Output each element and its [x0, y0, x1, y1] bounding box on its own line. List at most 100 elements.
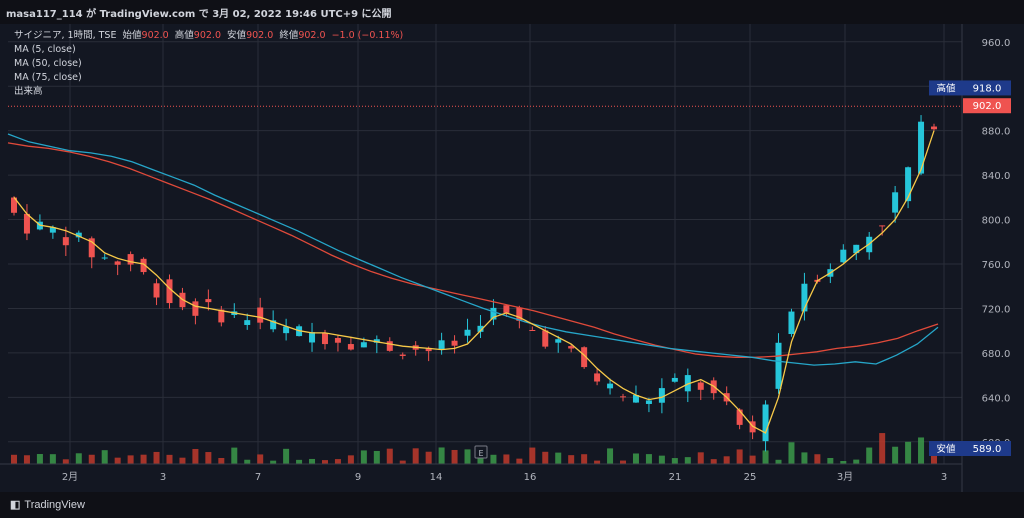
footer-bar: ◧ TradingView: [0, 492, 1024, 518]
candle-body: [88, 238, 95, 258]
ma5-legend[interactable]: MA (5, close): [14, 44, 76, 55]
y-tick-label: 720.0: [982, 304, 1011, 315]
volume-bar: [296, 459, 303, 464]
earnings-event-icon[interactable]: E: [474, 445, 488, 459]
volume-bar: [827, 457, 834, 464]
candle-body: [775, 342, 782, 389]
y-tick-label: 640.0: [982, 393, 1011, 404]
volume-legend[interactable]: 出来高: [14, 86, 43, 97]
ma50-legend[interactable]: MA (50, close): [14, 58, 82, 69]
candle-body: [632, 394, 639, 403]
low-label: 安値: [936, 443, 956, 455]
y-tick-label: 680.0: [982, 349, 1011, 360]
volume-bar: [710, 459, 717, 464]
volume-bar: [762, 450, 769, 464]
candle-body: [425, 347, 432, 352]
low-value: 589.0: [973, 444, 1002, 455]
candle-body: [918, 121, 925, 174]
candle-body: [257, 307, 264, 323]
volume-bar: [438, 447, 445, 464]
tradingview-logo-icon: ◧: [10, 499, 21, 511]
volume-bar: [399, 460, 406, 464]
volume-bar: [607, 448, 614, 464]
volume-bar: [866, 447, 873, 464]
volume-bar: [723, 456, 730, 464]
x-tick-label: 25: [744, 472, 757, 483]
candle-body: [283, 326, 290, 334]
volume-bar: [62, 459, 69, 464]
volume-bar: [309, 458, 316, 464]
volume-bar: [671, 458, 678, 464]
y-tick-label: 800.0: [982, 216, 1011, 227]
candle-body: [464, 329, 471, 336]
volume-bar: [451, 449, 458, 464]
candle-body: [684, 375, 691, 392]
candle-body: [671, 377, 678, 382]
volume-bar: [386, 448, 393, 464]
candle-body: [788, 311, 795, 335]
candle-body: [360, 342, 367, 348]
volume-bar: [244, 459, 251, 464]
ohlc-line: サイジニア, 1時間, TSE 始値902.0 高値902.0 安値902.0 …: [14, 29, 403, 43]
x-tick-label: 21: [669, 472, 682, 483]
candle-body: [386, 341, 393, 351]
volume-bar: [334, 459, 341, 464]
candle-body: [166, 279, 173, 304]
candle-body: [905, 167, 912, 202]
low-value: 902.0: [246, 30, 274, 41]
volume-bar: [114, 457, 121, 464]
candle-body: [516, 307, 523, 321]
volume-bar: [632, 453, 639, 464]
tradingview-brand[interactable]: ◧ TradingView: [10, 498, 85, 511]
candle-body: [62, 237, 69, 246]
candle-body: [555, 339, 562, 343]
volume-bar: [503, 454, 510, 464]
volume-bar: [283, 448, 290, 464]
x-tick-label: 7: [255, 472, 261, 483]
open-label: 始値: [122, 30, 142, 41]
volume-bar: [645, 454, 652, 464]
volume-bar: [231, 447, 238, 464]
close-value: 902.0: [298, 30, 326, 41]
volume-bar: [620, 460, 627, 464]
volume-bar: [801, 452, 808, 464]
brand-label: TradingView: [24, 499, 85, 511]
volume-bar: [11, 454, 17, 464]
ma75-legend[interactable]: MA (75, close): [14, 72, 82, 83]
volume-bar: [166, 454, 173, 464]
candle-body: [607, 383, 614, 389]
high-label-box: [929, 80, 963, 96]
candle-body: [270, 320, 277, 330]
candle-body: [477, 325, 484, 332]
candles: [11, 115, 937, 452]
x-tick-label: 16: [524, 472, 537, 483]
high-value-box: [963, 80, 1011, 96]
candle-body: [529, 329, 536, 331]
volume-bar: [49, 454, 56, 464]
y-tick-label: 840.0: [982, 171, 1011, 182]
candle-body: [840, 249, 847, 263]
low-label-box: [929, 441, 963, 456]
volume-bar: [347, 455, 354, 464]
ma50-line: [7, 133, 939, 366]
volume-bar: [270, 460, 277, 464]
volume-bar: [749, 455, 756, 464]
volume-bar: [490, 454, 497, 464]
volume-bar: [257, 454, 264, 464]
volume-bar: [373, 450, 380, 464]
candle-body: [23, 213, 30, 234]
volume-bar: [542, 451, 549, 464]
candle-body: [594, 373, 601, 382]
event-marker-box: [474, 445, 488, 459]
volume-bar: [581, 454, 588, 464]
low-label: 安値: [227, 30, 247, 41]
candle-body: [892, 192, 899, 213]
y-tick-label: 960.0: [982, 38, 1011, 49]
volume-bar: [840, 460, 847, 464]
x-tick-label: 14: [430, 472, 443, 483]
candle-body: [101, 257, 108, 259]
high-value: 918.0: [973, 83, 1002, 94]
volume-bar: [321, 460, 328, 464]
volume-bar: [179, 457, 186, 464]
